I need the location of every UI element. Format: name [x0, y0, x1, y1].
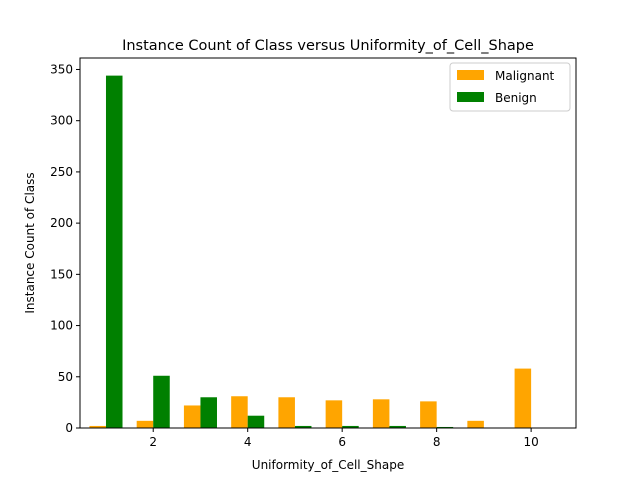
x-tick-label: 10 — [523, 435, 538, 449]
x-axis-label: Uniformity_of_Cell_Shape — [252, 458, 404, 472]
legend-label-benign: Benign — [495, 91, 537, 105]
y-tick-label: 50 — [58, 370, 73, 384]
bar-malignant-4 — [231, 396, 248, 428]
bar-malignant-9 — [467, 420, 484, 428]
bar-malignant-2 — [136, 420, 154, 428]
y-tick-label: 300 — [50, 114, 73, 128]
y-tick-label: 100 — [50, 319, 73, 333]
bar-benign-5 — [294, 425, 312, 428]
y-tick-label: 0 — [65, 421, 73, 435]
legend-swatch-benign — [457, 92, 484, 102]
x-tick-label: 6 — [338, 435, 346, 449]
bar-benign-4 — [247, 415, 265, 428]
bar-benign-6 — [342, 425, 359, 428]
plot-frame — [79, 57, 577, 429]
bars-layer — [89, 75, 532, 428]
x-tick-label: 8 — [433, 435, 441, 449]
y-tick-label: 250 — [50, 165, 73, 179]
bar-benign-1 — [105, 75, 123, 428]
bar-malignant-6 — [325, 400, 343, 428]
y-axis-label: Instance Count of Class — [23, 172, 37, 313]
bar-benign-8 — [436, 426, 454, 428]
bar-malignant-5 — [278, 397, 295, 428]
legend-label-malignant: Malignant — [495, 69, 555, 83]
bar-malignant-7 — [372, 399, 390, 428]
bar-malignant-3 — [183, 405, 201, 428]
legend: Malignant Benign — [449, 62, 571, 112]
x-tick-label: 2 — [149, 435, 157, 449]
bar-benign-7 — [389, 425, 406, 428]
y-tick-label: 150 — [50, 267, 73, 281]
bar-benign-3 — [200, 397, 217, 428]
bar-benign-2 — [153, 375, 170, 428]
chart-title: Instance Count of Class versus Uniformit… — [122, 38, 534, 54]
ticks-layer: 0 50 100 150 200 250 300 350 2 4 6 8 10 — [50, 62, 539, 449]
y-tick-label: 350 — [50, 62, 73, 76]
legend-swatch-malignant — [457, 70, 484, 80]
bar-malignant-10 — [514, 368, 532, 428]
y-tick-label: 200 — [50, 216, 73, 230]
x-tick-label: 4 — [244, 435, 252, 449]
bar-malignant-8 — [420, 401, 437, 428]
bar-malignant-1 — [89, 425, 106, 428]
